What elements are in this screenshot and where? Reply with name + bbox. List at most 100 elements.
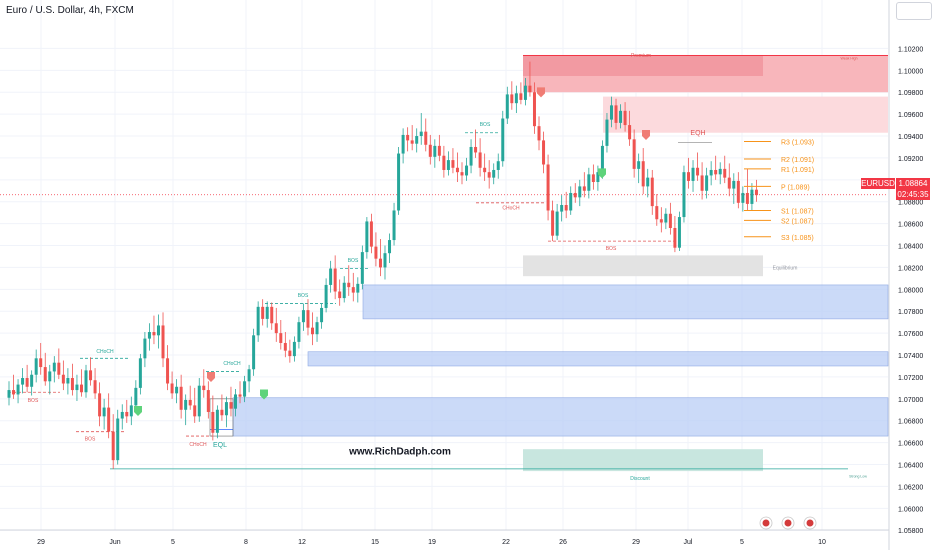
candle-body <box>107 407 111 432</box>
candle-body <box>582 186 586 191</box>
price-tick-label: 1.07200 <box>898 375 923 382</box>
pivot-label: S2 (1.087) <box>781 218 814 225</box>
candle-body <box>564 205 568 211</box>
pivot-label: R3 (1.093) <box>781 140 814 147</box>
candle-body <box>116 418 120 461</box>
candle-body <box>329 268 333 285</box>
candle-body <box>211 411 215 433</box>
choch-label-4: CHoCH <box>502 205 520 211</box>
eql-label: EQL <box>213 442 227 449</box>
candle-body <box>79 384 83 393</box>
candle-body <box>138 358 142 388</box>
candle-body <box>57 362 61 375</box>
candle-body <box>632 139 636 169</box>
candle-body <box>433 145 437 157</box>
bos-label-2: BOS <box>85 436 96 442</box>
candle-body <box>691 167 695 181</box>
candle-body <box>374 246 378 259</box>
candle-body <box>197 385 201 417</box>
candle-body <box>179 386 183 410</box>
candle-body <box>460 172 464 176</box>
candle-layer <box>7 61 758 469</box>
candle-body <box>646 177 650 187</box>
price-tick-label: 1.07400 <box>898 353 923 360</box>
candle-body <box>677 217 681 248</box>
price-tick-label: 1.07000 <box>898 397 923 404</box>
candle-body <box>297 322 301 342</box>
candle-body <box>333 268 337 292</box>
candle-body <box>406 134 410 141</box>
price-tick-label: 1.08200 <box>898 265 923 272</box>
zone-demand <box>232 397 889 437</box>
candle-body <box>455 167 459 173</box>
bullish-marker <box>134 405 142 416</box>
candle-body <box>220 409 224 416</box>
candle-body <box>397 153 401 211</box>
event-flag-dot <box>806 519 814 527</box>
candle-body <box>243 381 247 397</box>
price-tick-label: 1.08800 <box>898 200 923 207</box>
candle-body <box>528 85 532 93</box>
candle-body <box>428 144 432 157</box>
candle-body <box>301 310 305 323</box>
candle-body <box>125 411 129 417</box>
price-tick-label: 1.06000 <box>898 506 923 513</box>
candle-body <box>98 393 102 417</box>
scale-settings-button[interactable] <box>896 2 932 20</box>
candle-body <box>143 338 147 359</box>
candle-body <box>474 146 478 153</box>
bos-label-3: BOS <box>298 293 309 299</box>
equilibrium-label: Equilibrium <box>773 266 798 272</box>
candle-body <box>256 306 260 336</box>
chart-title: Euro / U.S. Dollar, 4h, FXCM <box>6 5 134 16</box>
candle-body <box>206 390 210 412</box>
candle-body <box>383 253 387 268</box>
candle-body <box>415 136 419 144</box>
candle-body <box>288 350 292 357</box>
price-tick-label: 1.05800 <box>898 528 923 535</box>
candle-body <box>641 161 645 187</box>
candle-body <box>609 105 613 120</box>
candle-body <box>496 161 500 170</box>
candle-body <box>410 140 414 144</box>
candle-body <box>505 94 509 119</box>
candle-body <box>39 358 43 368</box>
candle-body <box>279 333 283 343</box>
candle-body <box>687 172 690 181</box>
candle-body <box>102 407 106 417</box>
candle-body <box>501 118 505 162</box>
bos-label-4: BOS <box>348 258 359 264</box>
candle-body <box>93 380 97 394</box>
zone-layer <box>232 54 889 472</box>
candle-body <box>306 310 310 328</box>
candle-body <box>546 164 550 211</box>
candle-body <box>714 169 718 175</box>
candle-body <box>134 387 138 406</box>
candle-body <box>7 390 11 398</box>
candle-body <box>120 411 124 419</box>
price-tick-label: 1.09200 <box>898 156 923 163</box>
price-tick-label: 1.06400 <box>898 463 923 470</box>
zone-demand <box>362 284 889 320</box>
event-flag-dot <box>784 519 792 527</box>
price-tick-label: 1.09800 <box>898 90 923 97</box>
candle-body <box>560 205 564 212</box>
watermark: www.RichDadph.com <box>348 447 451 458</box>
candle-body <box>234 394 237 409</box>
bullish-marker <box>598 168 606 179</box>
time-tick-label: 29 <box>632 539 640 546</box>
symbol-badge: EURUSD <box>861 178 895 189</box>
eql-box <box>209 398 234 437</box>
candle-body <box>487 172 491 178</box>
candle-body <box>532 92 536 127</box>
time-tick-label: 22 <box>502 539 510 546</box>
candle-body <box>551 210 555 236</box>
candle-body <box>129 405 133 417</box>
price-badge-countdown: 02:45:35 <box>897 190 929 199</box>
price-tick-label: 1.08000 <box>898 287 923 294</box>
zone-supply <box>603 96 888 133</box>
premium-label: Premium <box>631 53 651 59</box>
zone-discount <box>523 449 763 472</box>
candle-body <box>519 93 523 100</box>
